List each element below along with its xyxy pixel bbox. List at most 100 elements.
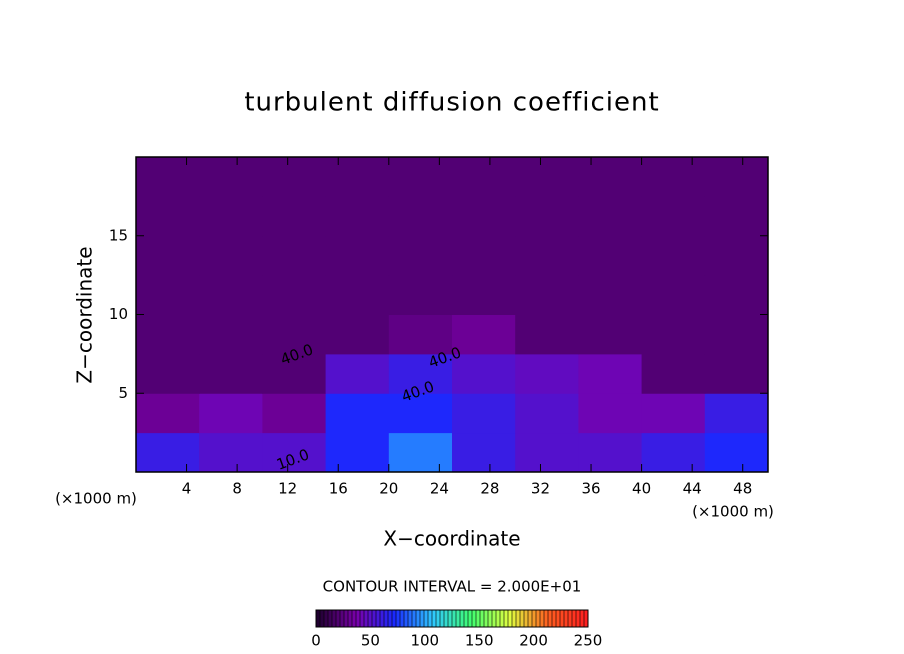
heat-cell bbox=[199, 235, 263, 276]
colorbar-swatch bbox=[344, 610, 349, 627]
heat-cell bbox=[199, 275, 263, 315]
heat-cell bbox=[515, 314, 579, 355]
colorbar-swatch bbox=[468, 610, 473, 627]
colorbar-swatch bbox=[436, 610, 441, 627]
colorbar-swatch bbox=[568, 610, 573, 627]
x-tick-label: 20 bbox=[379, 480, 398, 498]
heat-cell bbox=[515, 432, 579, 473]
heat-cell bbox=[262, 275, 327, 315]
heat-cell bbox=[199, 353, 263, 394]
colorbar-swatch bbox=[508, 610, 513, 627]
heat-cell bbox=[578, 432, 643, 473]
colorbar-swatch bbox=[544, 610, 549, 627]
heat-cell bbox=[136, 314, 200, 355]
heat-cell bbox=[136, 196, 200, 237]
heat-cell bbox=[515, 275, 579, 315]
heat-cell bbox=[578, 314, 643, 355]
colorbar-swatch bbox=[316, 610, 321, 627]
heat-cell bbox=[325, 314, 390, 355]
colorbar-swatch bbox=[484, 610, 489, 627]
colorbar-swatch bbox=[472, 610, 477, 627]
colorbar-swatch bbox=[456, 610, 461, 627]
colorbar-swatch bbox=[328, 610, 333, 627]
colorbar-swatch bbox=[404, 610, 409, 627]
colorbar-swatch bbox=[528, 610, 533, 627]
colorbar-swatch bbox=[488, 610, 493, 627]
heat-cell bbox=[136, 235, 200, 276]
colorbar-swatch bbox=[336, 610, 341, 627]
colorbar-tick-label: 50 bbox=[361, 632, 380, 650]
heat-cell bbox=[515, 353, 579, 394]
heat-cell bbox=[452, 432, 516, 473]
x-tick-label: 40 bbox=[632, 480, 651, 498]
colorbar-swatch bbox=[444, 610, 449, 627]
heat-cell bbox=[136, 353, 200, 394]
colorbar-swatch bbox=[448, 610, 453, 627]
heat-cell bbox=[452, 235, 516, 276]
colorbar-swatch bbox=[380, 610, 385, 627]
heat-cell bbox=[578, 235, 643, 276]
colorbar-swatch bbox=[388, 610, 393, 627]
colorbar-swatch bbox=[400, 610, 405, 627]
colorbar-swatch bbox=[384, 610, 389, 627]
heat-cell bbox=[515, 157, 579, 197]
heat-cell bbox=[641, 196, 706, 237]
colorbar-swatch bbox=[480, 610, 485, 627]
colorbar-swatch bbox=[376, 610, 381, 627]
colorbar-swatch bbox=[492, 610, 497, 627]
colorbar-swatch bbox=[440, 610, 445, 627]
heat-cell bbox=[704, 196, 769, 237]
colorbar-swatch bbox=[560, 610, 565, 627]
colorbar-tick-label: 200 bbox=[519, 632, 548, 650]
colorbar-swatch bbox=[324, 610, 329, 627]
heat-cell bbox=[262, 314, 327, 355]
x-tick-label: 16 bbox=[329, 480, 348, 498]
x-tick-label: 4 bbox=[182, 480, 192, 498]
heat-cell bbox=[388, 275, 453, 315]
colorbar-swatch bbox=[500, 610, 505, 627]
heat-cell bbox=[515, 196, 579, 237]
heat-cell bbox=[199, 314, 263, 355]
heat-cell bbox=[136, 275, 200, 315]
heat-cell bbox=[704, 235, 769, 276]
colorbar-swatch bbox=[452, 610, 457, 627]
colorbar-swatch bbox=[464, 610, 469, 627]
heat-cell bbox=[136, 432, 200, 473]
x-unit-label: (×1000 m) bbox=[692, 503, 774, 521]
heat-cell bbox=[452, 157, 516, 197]
colorbar-swatch bbox=[532, 610, 537, 627]
x-tick-label: 8 bbox=[232, 480, 242, 498]
colorbar-swatch bbox=[552, 610, 557, 627]
colorbar-swatch bbox=[524, 610, 529, 627]
heat-cell bbox=[704, 393, 769, 434]
colorbar-swatch bbox=[536, 610, 541, 627]
colorbar-swatch bbox=[412, 610, 417, 627]
colorbar-swatch bbox=[408, 610, 413, 627]
heat-cell bbox=[388, 235, 453, 276]
heat-cell bbox=[262, 196, 327, 237]
heat-cell bbox=[388, 157, 453, 197]
colorbar-tick-label: 250 bbox=[574, 632, 603, 650]
heat-cell bbox=[262, 393, 327, 434]
heat-cell bbox=[325, 157, 390, 197]
heat-cell bbox=[578, 275, 643, 315]
heat-cell bbox=[704, 275, 769, 315]
heat-cell bbox=[136, 157, 200, 197]
colorbar-swatch bbox=[512, 610, 517, 627]
heat-cell bbox=[704, 432, 769, 473]
colorbar-tick-label: 0 bbox=[311, 632, 321, 650]
colorbar-swatch bbox=[516, 610, 521, 627]
colorbar-swatch bbox=[424, 610, 429, 627]
colorbar-swatch bbox=[396, 610, 401, 627]
x-tick-label: 36 bbox=[581, 480, 600, 498]
heat-cell bbox=[199, 196, 263, 237]
heat-cell bbox=[704, 314, 769, 355]
heat-cell bbox=[325, 275, 390, 315]
x-unit-label: (×1000 m) bbox=[55, 490, 137, 508]
heat-cell bbox=[515, 235, 579, 276]
colorbar-swatch bbox=[496, 610, 501, 627]
heat-cell bbox=[704, 157, 769, 197]
colorbar-swatch bbox=[352, 610, 357, 627]
heat-cell bbox=[388, 353, 453, 394]
